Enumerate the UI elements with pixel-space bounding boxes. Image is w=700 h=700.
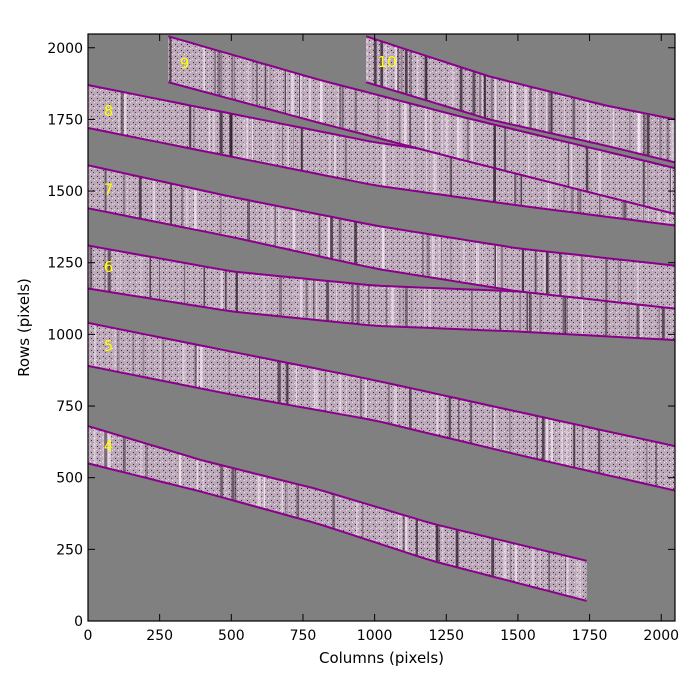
order-band [366,36,675,163]
axis-ticks: 0 250 500 750 1000 1250 1500 1750 2000 0 250 500 750… [47,34,679,644]
x-tick-label: 250 [146,628,173,644]
order-label: 4 [104,437,114,455]
order-label: 9 [180,55,190,73]
order-band [88,85,675,226]
order-label: 5 [104,337,114,355]
order-upper-edge [168,35,676,170]
order-lower-edge [365,81,676,164]
order-label: 6 [104,258,114,276]
order-label: 7 [104,181,114,199]
order-label: 10 [378,53,397,71]
order-lower-edge [168,81,676,215]
x-tick-label: 1250 [428,628,464,644]
x-tick-label: 500 [218,628,245,644]
x-tick-label: 2000 [643,628,679,644]
y-axis-title: Rows (pixels) [15,278,33,377]
x-axis-title: Columns (pixels) [319,649,444,667]
order-upper-edge [365,35,676,121]
echelle-orders: 4 5 6 7 8 9 10 [87,35,676,602]
order-lower-edge [87,127,676,227]
y-tick-label: 2000 [47,41,83,57]
y-tick-label: 750 [56,399,83,415]
y-tick-label: 250 [56,542,83,558]
y-tick-label: 1500 [47,184,83,200]
order-upper-edge [87,164,676,267]
order-band [88,426,587,601]
order-band [168,36,676,214]
y-tick-label: 500 [56,471,83,487]
order-upper-edge [87,425,587,562]
order-upper-edge [87,321,676,448]
y-tick-label: 1000 [47,327,83,343]
order-lower-edge [87,364,676,492]
x-tick-label: 1000 [357,628,393,644]
y-tick-label: 0 [74,614,83,630]
y-tick-label: 1250 [47,256,83,272]
x-tick-label: 0 [84,628,93,644]
order-band [88,165,675,309]
order-band [88,245,675,341]
order-band [88,322,675,491]
order-lower-edge [87,287,676,342]
y-tick-label: 1750 [47,112,83,128]
order-lower-edge [87,462,587,602]
plot-frame [87,33,676,622]
x-tick-label: 1500 [500,628,536,644]
order-lower-edge [87,207,676,310]
x-tick-label: 750 [290,628,317,644]
order-label: 8 [104,102,114,120]
x-tick-label: 1750 [572,628,608,644]
